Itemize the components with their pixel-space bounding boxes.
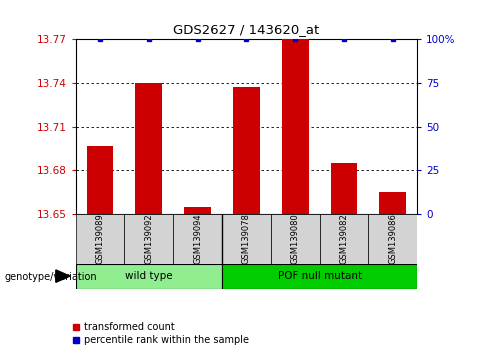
Text: POF null mutant: POF null mutant [278,271,362,281]
Polygon shape [56,270,70,282]
Title: GDS2627 / 143620_at: GDS2627 / 143620_at [173,23,320,36]
Bar [331,163,358,214]
Text: GSM139094: GSM139094 [193,213,202,264]
Legend: transformed count, percentile rank within the sample: transformed count, percentile rank withi… [68,319,253,349]
Text: wild type: wild type [125,271,173,281]
Text: GSM139092: GSM139092 [144,213,153,264]
Bar [76,264,222,289]
Bar [222,214,271,264]
Bar [282,39,309,214]
Bar [368,214,417,264]
Bar [124,214,173,264]
Text: GSM139080: GSM139080 [291,213,300,264]
Text: genotype/variation: genotype/variation [5,272,98,282]
Bar [320,214,368,264]
Text: GSM139078: GSM139078 [242,213,251,264]
Bar [184,207,211,214]
Bar [222,264,417,289]
Bar [136,83,163,214]
Bar [173,214,222,264]
Bar [271,214,320,264]
Text: GSM139089: GSM139089 [96,213,104,264]
Bar [380,192,407,214]
Bar [76,214,124,264]
Text: GSM139086: GSM139086 [388,213,397,264]
Text: GSM139082: GSM139082 [340,213,348,264]
Bar [87,145,114,214]
Bar [233,87,260,214]
